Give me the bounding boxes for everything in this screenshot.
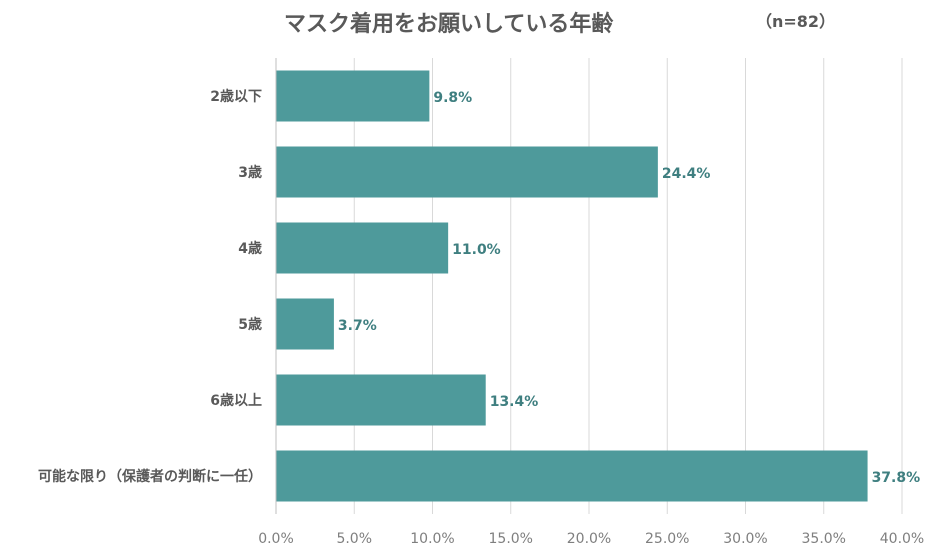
x-tick-label: 15.0% [489, 531, 533, 544]
x-tick-label: 40.0% [880, 531, 924, 544]
bar [276, 146, 658, 198]
data-label: 11.0% [452, 242, 501, 258]
sample-size-note: （n=82） [756, 12, 836, 31]
data-label: 3.7% [338, 318, 377, 334]
data-label: 24.4% [662, 166, 711, 182]
data-label: 37.8% [872, 470, 921, 486]
bar [276, 70, 430, 122]
bar [276, 298, 334, 350]
x-tick-label: 0.0% [258, 531, 294, 544]
bar [276, 450, 868, 502]
x-tick-label: 25.0% [645, 531, 689, 544]
x-tick-label: 30.0% [723, 531, 767, 544]
x-tick-label: 20.0% [567, 531, 611, 544]
category-label: 3歳 [238, 164, 262, 181]
x-tick-label: 10.0% [410, 531, 454, 544]
chart-title: マスク着用をお願いしている年齢 [284, 12, 614, 37]
bar [276, 374, 486, 426]
bar [276, 222, 449, 274]
category-label: 6歳以上 [210, 392, 262, 409]
category-label: 2歳以下 [210, 88, 262, 105]
x-tick-label: 35.0% [802, 531, 846, 544]
x-tick-label: 5.0% [336, 531, 372, 544]
data-label: 13.4% [490, 394, 539, 410]
category-label: 4歳 [238, 240, 262, 257]
category-label: 5歳 [238, 316, 262, 333]
category-label: 可能な限り（保護者の判断に一任） [38, 468, 262, 485]
data-label: 9.8% [433, 90, 472, 106]
